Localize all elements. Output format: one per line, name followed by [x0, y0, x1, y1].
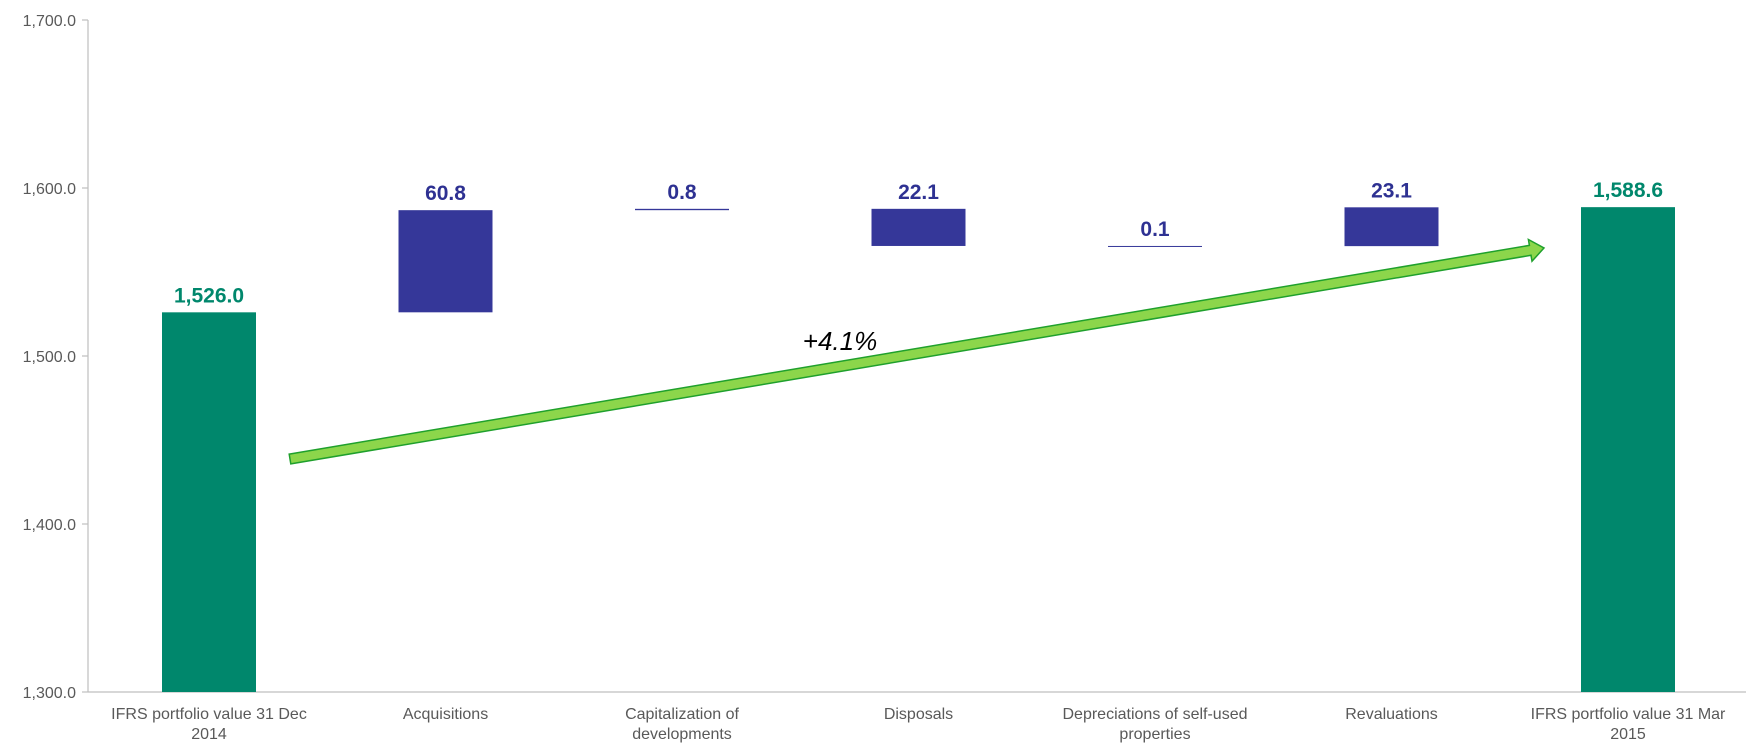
data-labels: 1,526.0 60.8 0.8 22.1 0.1 23.1 1,588.6 — [174, 179, 1663, 307]
data-label: 1,526.0 — [174, 284, 244, 307]
bars — [162, 207, 1675, 693]
total-bar — [162, 312, 256, 692]
category-label: Depreciations of self-used properties — [1063, 706, 1248, 743]
category-label: Disposals — [884, 706, 953, 723]
category-label: Capitalization of developments — [625, 706, 739, 743]
category-label: IFRS portfolio value 31 Mar 2015 — [1531, 706, 1726, 743]
y-axis: 1,300.0 1,400.0 1,500.0 1,600.0 1,700.0 — [23, 13, 1746, 702]
category-label: IFRS portfolio value 31 Dec 2014 — [111, 706, 307, 743]
data-label: 22.1 — [898, 181, 939, 204]
category-labels: IFRS portfolio value 31 Dec 2014 Acquisiti… — [111, 706, 1726, 743]
change-bar — [1108, 245, 1202, 247]
data-label: 0.1 — [1140, 218, 1170, 241]
change-bar — [635, 208, 729, 211]
data-label: 60.8 — [425, 182, 466, 205]
total-bar — [1581, 207, 1675, 693]
growth-arrow — [288, 238, 1546, 465]
growth-arrow-group: +4.1% — [288, 238, 1546, 465]
y-tick-label: 1,300.0 — [23, 685, 76, 702]
change-bar — [871, 208, 966, 246]
y-tick-label: 1,700.0 — [23, 13, 76, 30]
growth-annotation: +4.1% — [803, 326, 877, 356]
category-label: Revaluations — [1345, 706, 1438, 723]
change-bar — [1344, 207, 1439, 247]
y-tick-label: 1,600.0 — [23, 181, 76, 198]
data-label: 1,588.6 — [1593, 179, 1663, 202]
y-tick-label: 1,500.0 — [23, 349, 76, 366]
data-label: 0.8 — [667, 181, 697, 204]
y-tick-label: 1,400.0 — [23, 517, 76, 534]
data-label: 23.1 — [1371, 179, 1412, 202]
category-label: Acquisitions — [403, 706, 488, 723]
change-bar — [398, 210, 493, 313]
